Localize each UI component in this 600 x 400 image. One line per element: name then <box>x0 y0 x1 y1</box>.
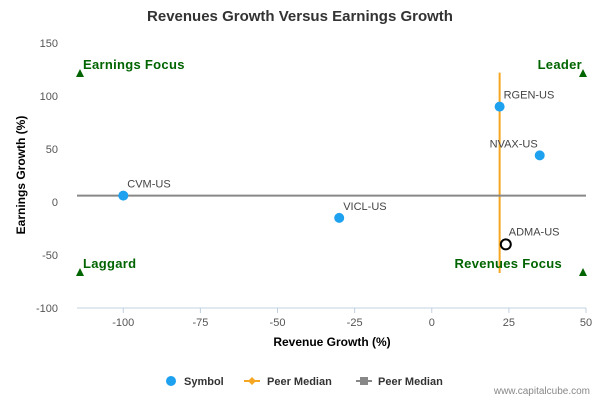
plot-axes: -100 -75 -50 -25 0 25 50 -100 -50 0 50 100 150 <box>36 38 592 329</box>
quadrant-triangle-marker <box>76 69 84 77</box>
x-tick-label: 0 <box>429 317 435 329</box>
quadrant-triangle-marker <box>76 268 84 276</box>
x-tick-label: 50 <box>580 317 592 329</box>
x-tick-label: -100 <box>112 317 134 329</box>
x-tick-label: -50 <box>270 317 286 329</box>
quadrant-triangle-marker <box>579 268 587 276</box>
y-axis-title: Earnings Growth (%) <box>14 116 28 235</box>
highlight-point <box>499 238 512 251</box>
legend-peer-median-diamond <box>248 377 256 385</box>
data-point-label: VICL-US <box>343 201 386 213</box>
y-tick-label: 50 <box>46 144 58 156</box>
data-point <box>334 212 345 223</box>
data-points: RGEN-US NVAX-US CVM-US VICL-US ADMA-US <box>118 90 560 251</box>
data-point <box>118 190 129 201</box>
quadrant-label-bottom-left: Laggard <box>83 256 136 271</box>
x-tick-label: 25 <box>503 317 515 329</box>
quadrant-label-top-left: Earnings Focus <box>83 57 185 72</box>
data-point-label: CVM-US <box>127 179 170 191</box>
quadrant-triangle-marker <box>579 69 587 77</box>
highlight-point-label: ADMA-US <box>509 226 560 238</box>
data-point <box>494 101 505 112</box>
chart-title: Revenues Growth Versus Earnings Growth <box>147 8 453 25</box>
quadrant-label-bottom-right: Revenues Focus <box>454 256 562 271</box>
quadrant-labels: Earnings Focus Leader Laggard Revenues Focu… <box>76 57 587 276</box>
data-point-label: RGEN-US <box>504 90 555 102</box>
legend-peer-median-square <box>360 377 368 385</box>
legend: Symbol Peer Median Peer Median <box>166 376 443 388</box>
y-tick-label: 0 <box>52 197 58 209</box>
x-tick-label: -75 <box>192 317 208 329</box>
legend-symbol-marker <box>166 376 176 386</box>
legend-peer-median-label: Peer Median <box>378 376 443 388</box>
quadrant-label-top-right: Leader <box>538 57 582 72</box>
x-axis-title: Revenue Growth (%) <box>273 335 390 349</box>
legend-symbol-label: Symbol <box>184 376 224 388</box>
data-point <box>534 150 545 161</box>
y-tick-label: 100 <box>40 91 58 103</box>
y-tick-label: -100 <box>36 303 58 315</box>
y-tick-label: 150 <box>40 38 58 50</box>
legend-peer-median-label: Peer Median <box>267 376 332 388</box>
y-tick-label: -50 <box>42 250 58 262</box>
x-tick-label: -25 <box>347 317 363 329</box>
data-point-label: NVAX-US <box>490 138 538 150</box>
credit-text: www.capitalcube.com <box>493 386 590 397</box>
